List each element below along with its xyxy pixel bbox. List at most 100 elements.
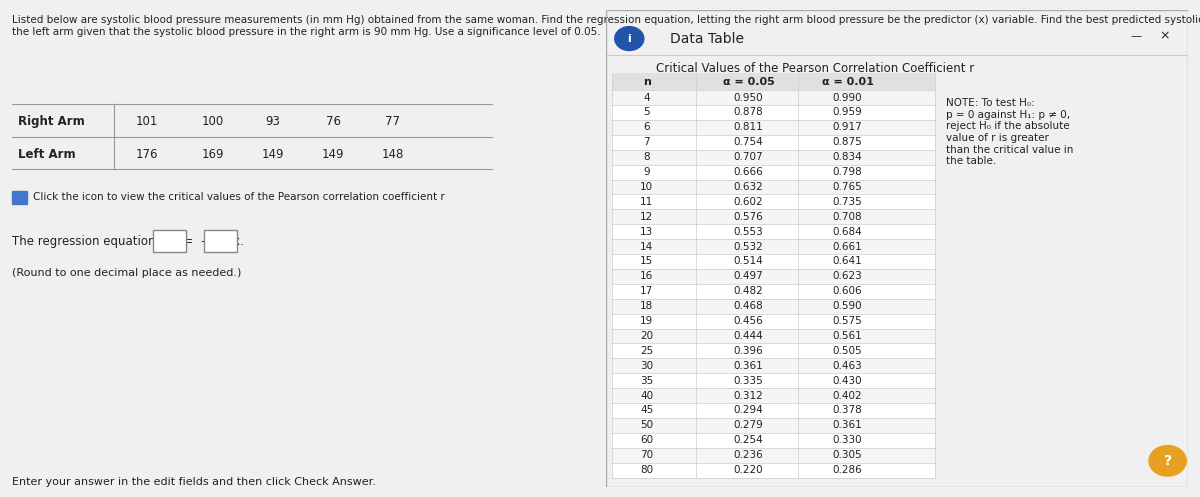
Text: 18: 18 — [640, 301, 653, 311]
Text: Left Arm: Left Arm — [18, 148, 76, 161]
Bar — [612, 299, 935, 314]
Text: 0.456: 0.456 — [733, 316, 763, 326]
Text: 0.468: 0.468 — [733, 301, 763, 311]
Text: 0.707: 0.707 — [733, 152, 763, 162]
Text: 0.430: 0.430 — [833, 376, 863, 386]
Text: 0.254: 0.254 — [733, 435, 763, 445]
Text: 149: 149 — [322, 148, 344, 161]
Bar — [612, 403, 935, 418]
Text: 0.708: 0.708 — [833, 212, 863, 222]
Bar — [612, 284, 935, 299]
Text: 0.463: 0.463 — [833, 361, 863, 371]
Text: 0.959: 0.959 — [833, 107, 863, 117]
Text: 0.279: 0.279 — [733, 420, 763, 430]
Circle shape — [1150, 445, 1187, 476]
Text: 35: 35 — [640, 376, 653, 386]
Text: 0.330: 0.330 — [833, 435, 863, 445]
Bar — [612, 105, 935, 120]
Text: 0.811: 0.811 — [733, 122, 763, 132]
Text: —: — — [1130, 31, 1141, 41]
Text: 0.294: 0.294 — [733, 406, 763, 415]
Text: 15: 15 — [640, 256, 653, 266]
Text: 80: 80 — [640, 465, 653, 475]
Bar — [612, 343, 935, 358]
Text: 0.798: 0.798 — [833, 167, 863, 177]
Text: Right Arm: Right Arm — [18, 115, 85, 128]
Text: (Round to one decimal place as needed.): (Round to one decimal place as needed.) — [12, 268, 241, 278]
Text: 11: 11 — [640, 197, 653, 207]
Text: 0.917: 0.917 — [833, 122, 863, 132]
Bar — [612, 194, 935, 209]
Text: 0.661: 0.661 — [833, 242, 863, 251]
Bar — [612, 135, 935, 150]
Text: 0.444: 0.444 — [733, 331, 763, 341]
Text: 0.606: 0.606 — [833, 286, 863, 296]
Text: 0.950: 0.950 — [733, 92, 763, 102]
Bar — [612, 224, 935, 239]
Text: 0.576: 0.576 — [733, 212, 763, 222]
Text: 19: 19 — [640, 316, 653, 326]
Text: 0.765: 0.765 — [833, 182, 863, 192]
Text: 0.602: 0.602 — [733, 197, 763, 207]
Bar — [154, 230, 186, 252]
Bar — [612, 418, 935, 433]
Text: 17: 17 — [640, 286, 653, 296]
Text: 60: 60 — [640, 435, 653, 445]
Text: 5: 5 — [643, 107, 650, 117]
Text: Critical Values of the Pearson Correlation Coefficient r: Critical Values of the Pearson Correlati… — [656, 62, 974, 75]
Text: 70: 70 — [640, 450, 653, 460]
Text: 0.553: 0.553 — [733, 227, 763, 237]
Text: 0.878: 0.878 — [733, 107, 763, 117]
Circle shape — [614, 27, 644, 51]
Text: 0.641: 0.641 — [833, 256, 863, 266]
Bar — [612, 314, 935, 329]
Text: 16: 16 — [640, 271, 653, 281]
Text: 0.754: 0.754 — [733, 137, 763, 147]
Text: i: i — [628, 34, 631, 44]
Text: 0.514: 0.514 — [733, 256, 763, 266]
Text: 30: 30 — [640, 361, 653, 371]
Text: 0.482: 0.482 — [733, 286, 763, 296]
Text: 9: 9 — [643, 167, 650, 177]
Text: 0.990: 0.990 — [833, 92, 863, 102]
Text: α = 0.05: α = 0.05 — [722, 77, 774, 86]
Text: 25: 25 — [640, 346, 653, 356]
Bar — [612, 90, 935, 105]
Text: ?: ? — [1164, 454, 1171, 468]
Text: 45: 45 — [640, 406, 653, 415]
Text: 0.632: 0.632 — [733, 182, 763, 192]
Text: Listed below are systolic blood pressure measurements (in mm Hg) obtained from t: Listed below are systolic blood pressure… — [12, 15, 1200, 36]
Bar — [612, 239, 935, 254]
Text: 0.735: 0.735 — [833, 197, 863, 207]
Text: The regression equation is ŷ =  +      x.: The regression equation is ŷ = + x. — [12, 235, 244, 248]
Text: 14: 14 — [640, 242, 653, 251]
Text: 0.305: 0.305 — [833, 450, 863, 460]
Text: 8: 8 — [643, 152, 650, 162]
Text: 0.312: 0.312 — [733, 391, 763, 401]
Text: 13: 13 — [640, 227, 653, 237]
Bar — [612, 269, 935, 284]
Text: 0.220: 0.220 — [733, 465, 763, 475]
Text: 169: 169 — [202, 148, 224, 161]
Bar — [612, 358, 935, 373]
Text: 0.402: 0.402 — [833, 391, 863, 401]
Text: Data Table: Data Table — [670, 32, 744, 46]
Bar — [612, 463, 935, 478]
Text: Enter your answer in the edit fields and then click Check Answer.: Enter your answer in the edit fields and… — [12, 477, 376, 487]
Text: 0.286: 0.286 — [833, 465, 863, 475]
Bar — [612, 433, 935, 448]
Text: 93: 93 — [265, 115, 281, 128]
Text: 0.684: 0.684 — [833, 227, 863, 237]
Text: ×: × — [1159, 30, 1170, 43]
Text: 148: 148 — [382, 148, 404, 161]
Text: 101: 101 — [136, 115, 158, 128]
Text: 0.561: 0.561 — [833, 331, 863, 341]
Bar — [612, 254, 935, 269]
Text: 6: 6 — [643, 122, 650, 132]
Text: 20: 20 — [640, 331, 653, 341]
Text: 0.875: 0.875 — [833, 137, 863, 147]
Text: 77: 77 — [385, 115, 401, 128]
Text: NOTE: To test H₀:
p = 0 against H₁: p ≠ 0,
reject H₀ if the absolute
value of r : NOTE: To test H₀: p = 0 against H₁: p ≠ … — [947, 98, 1074, 166]
Text: 76: 76 — [325, 115, 341, 128]
Text: α = 0.01: α = 0.01 — [822, 77, 874, 86]
